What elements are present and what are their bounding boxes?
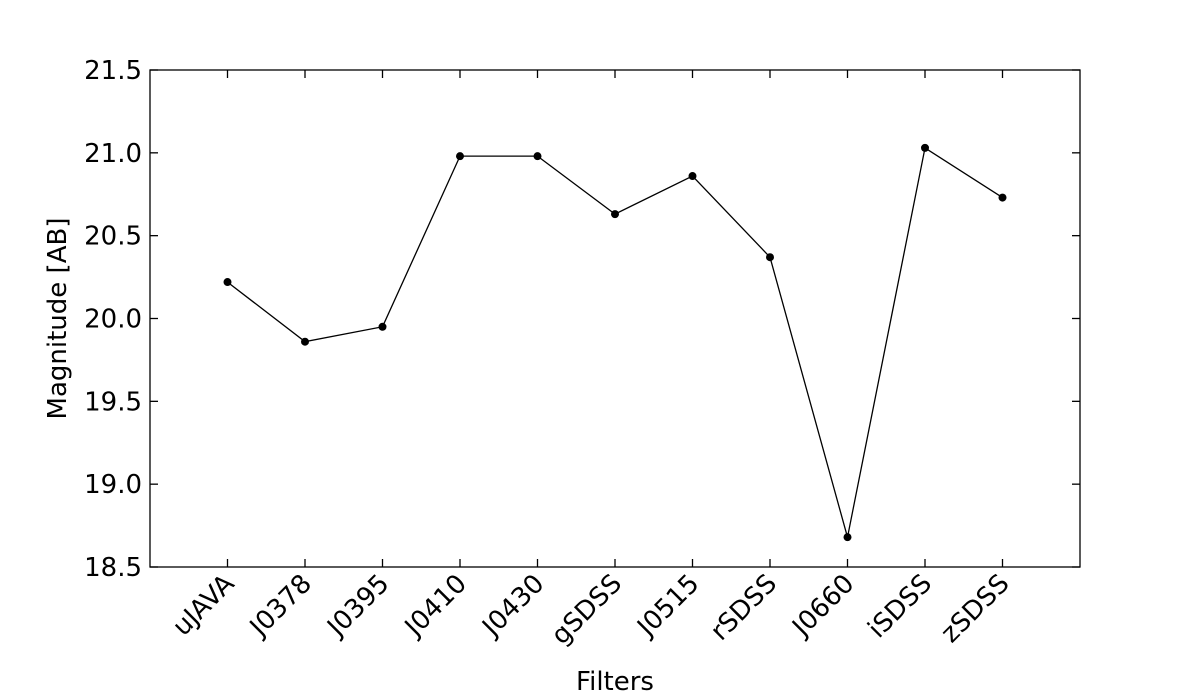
y-tick-label: 20.5 — [84, 222, 142, 252]
series-line — [227, 146, 1003, 538]
data-point — [688, 172, 697, 181]
x-tick-label: iSDSS — [862, 569, 937, 644]
y-tick-label: 21.0 — [84, 139, 142, 169]
data-points — [223, 143, 1007, 542]
x-tick-label: gSDSS — [546, 569, 628, 651]
x-tick-label: J0515 — [631, 569, 706, 644]
x-tick-label: J0378 — [243, 569, 318, 644]
data-point — [921, 143, 929, 152]
data-point — [533, 152, 542, 161]
data-point — [843, 533, 852, 542]
y-axis-label: Magnitude [AB] — [43, 218, 73, 420]
data-point — [998, 193, 1007, 202]
x-tick-label: J0410 — [398, 569, 473, 644]
data-point — [301, 337, 309, 346]
data-point — [378, 322, 387, 331]
x-tick-label: rSDSS — [705, 569, 783, 647]
x-tick-label: J0430 — [476, 569, 551, 644]
plot-frame — [149, 69, 1081, 568]
data-point — [223, 278, 232, 287]
y-tick-label: 19.5 — [84, 387, 142, 417]
x-tick-label: uJAVA — [167, 569, 240, 642]
y-tick-label: 20.0 — [84, 305, 142, 335]
y-tick-label: 18.5 — [84, 553, 142, 583]
data-point — [611, 210, 619, 219]
data-point — [456, 152, 464, 161]
data-point — [766, 253, 774, 262]
y-tick-label: 21.5 — [84, 56, 142, 86]
x-axis-label: Filters — [576, 667, 654, 697]
y-tick-label: 19.0 — [84, 470, 142, 500]
x-tick-label: J0660 — [786, 569, 861, 644]
y-axis: 18.5 19.0 19.5 20.0 20.5 21.0 21.5 — [84, 56, 1080, 583]
x-tick-label: J0395 — [321, 569, 396, 644]
x-tick-label: zSDSS — [935, 569, 1015, 649]
